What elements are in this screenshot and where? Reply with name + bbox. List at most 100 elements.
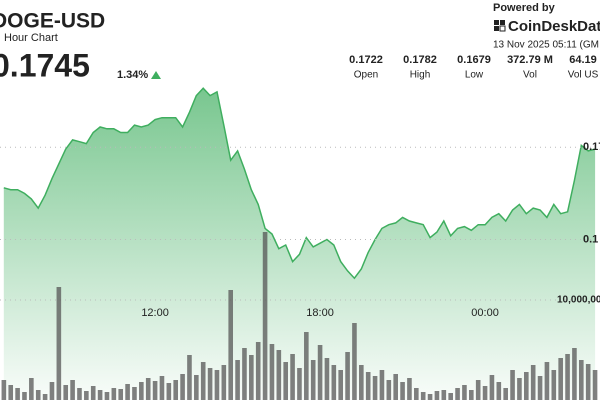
volume-bar: [393, 374, 398, 400]
volume-bar: [434, 391, 440, 400]
volume-bar: [551, 370, 557, 400]
volume-bar: [187, 355, 192, 400]
logo-icon: [494, 20, 506, 32]
volume-bar: [111, 388, 117, 400]
volume-bar: [503, 388, 508, 400]
volume-bar: [159, 376, 165, 400]
stat-value: 0.1782: [403, 54, 437, 66]
price: 0.1745: [0, 47, 90, 83]
volume-bar: [469, 390, 474, 400]
volume-bar: [352, 323, 357, 400]
volume-bar: [544, 362, 550, 400]
stat-value: 0.1722: [349, 54, 383, 66]
volume-bar: [558, 358, 563, 400]
volume-bar: [317, 345, 323, 400]
volume-bar: [84, 391, 89, 400]
volume-bar: [228, 290, 234, 400]
volume-bar: [63, 385, 69, 400]
change: 1.34%: [117, 69, 148, 81]
volume-bar: [297, 368, 302, 400]
volume-tick-label: 10,000,00: [557, 295, 600, 306]
volume-bar: [592, 370, 598, 400]
x-tick-label: 18:00: [306, 307, 334, 319]
x-tick-label: 12:00: [141, 307, 169, 319]
stats: 0.1722 Open 0.1782 High 0.1679 Low 372.79 M Vol…: [349, 54, 598, 81]
volume-bar: [482, 386, 488, 400]
volume-bar: [173, 380, 179, 400]
volume-bar: [359, 365, 364, 400]
brand: CoinDeskDat: [508, 18, 600, 35]
volume-bar: [572, 348, 577, 400]
volume-bar: [35, 390, 41, 400]
volume-bar: [29, 378, 34, 400]
volume-bar: [489, 375, 495, 400]
stat-value: 372.79 M: [507, 54, 553, 66]
volume-bar: [579, 360, 584, 400]
volume-bar: [283, 362, 289, 400]
volume-bar: [214, 370, 220, 400]
volume-bar: [420, 392, 426, 400]
volume-bar: [379, 370, 385, 400]
volume-bar: [262, 232, 268, 400]
volume-bar: [290, 354, 295, 400]
volume-bar: [565, 354, 570, 400]
volume-bar: [166, 383, 172, 400]
volume-bar: [372, 376, 378, 400]
volume-bar: [200, 362, 206, 400]
volume-bar: [49, 382, 55, 400]
volume-bar: [276, 350, 282, 400]
stat-label: Low: [465, 70, 484, 81]
volume-bar: [407, 378, 412, 400]
volume-bar: [235, 360, 240, 400]
y-tick-label: 0.17: [583, 141, 600, 153]
volume-bar: [207, 368, 213, 400]
volume-bar: [70, 380, 75, 400]
stat-value: 0.1679: [457, 54, 491, 66]
stat-value: 64.19: [569, 54, 597, 66]
volume-bar: [221, 365, 227, 400]
stat-label: Open: [354, 70, 378, 81]
volume-bar: [517, 378, 522, 400]
volume-bar: [242, 348, 247, 400]
volume-bar: [194, 375, 199, 400]
volume-bar: [365, 372, 371, 400]
volume-bar: [42, 394, 48, 400]
y-tick-label: 0.1: [583, 233, 598, 245]
volume-bar: [269, 344, 275, 400]
volume-bar: [139, 382, 144, 400]
volume-bar: [455, 388, 460, 400]
volume-bar: [304, 332, 309, 400]
volume-bar: [441, 390, 447, 400]
volume-bar: [324, 358, 330, 400]
volume-bar: [8, 385, 14, 400]
stat-label: Vol: [523, 70, 537, 81]
volume-bar: [56, 287, 62, 400]
price-line: [3, 87, 596, 280]
stat-label: Vol US: [568, 70, 599, 81]
volume-bar: [90, 386, 96, 400]
volume-bar: [125, 384, 130, 400]
volume-bar: [118, 389, 124, 400]
volume-bar: [338, 370, 343, 400]
volume-bar: [152, 381, 158, 400]
volume-bar: [414, 388, 419, 400]
volume-bar: [524, 372, 529, 400]
volume-bar: [386, 380, 392, 400]
volume-bar: [448, 393, 453, 400]
volume-bar: [530, 365, 536, 400]
volume-bar: [310, 360, 316, 400]
volume-bar: [249, 355, 254, 400]
volume-bar: [132, 387, 137, 400]
volume-bar: [585, 364, 591, 400]
volume-bar: [180, 374, 185, 400]
volume-bar: [510, 370, 515, 400]
volume-bar: [496, 382, 502, 400]
volume-bar: [255, 342, 261, 400]
volume-bar: [345, 352, 350, 400]
volume-bar: [537, 376, 543, 400]
volume-bar: [331, 365, 337, 400]
volume-bar: [427, 394, 433, 400]
volume-bar: [1, 380, 7, 400]
